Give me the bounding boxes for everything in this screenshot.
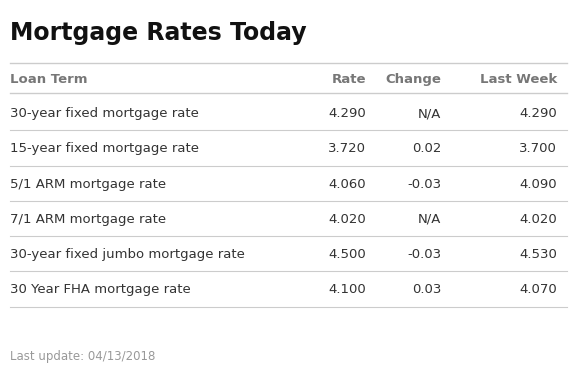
Text: 4.290: 4.290 [329,107,366,120]
Text: 4.530: 4.530 [519,248,557,261]
Text: 0.03: 0.03 [412,283,441,296]
Text: 4.070: 4.070 [519,283,557,296]
Text: 4.500: 4.500 [329,248,366,261]
Text: N/A: N/A [418,107,441,120]
Text: 4.020: 4.020 [519,213,557,226]
Text: Last update: 04/13/2018: Last update: 04/13/2018 [10,350,156,363]
Text: 7/1 ARM mortgage rate: 7/1 ARM mortgage rate [10,213,167,226]
Text: -0.03: -0.03 [407,248,441,261]
Text: Loan Term: Loan Term [10,73,88,86]
Text: Rate: Rate [332,73,366,86]
Text: 3.700: 3.700 [519,143,557,155]
Text: 30-year fixed jumbo mortgage rate: 30-year fixed jumbo mortgage rate [10,248,245,261]
Text: 4.090: 4.090 [519,178,557,191]
Text: 4.100: 4.100 [329,283,366,296]
Text: 5/1 ARM mortgage rate: 5/1 ARM mortgage rate [10,178,167,191]
Text: 4.060: 4.060 [329,178,366,191]
Text: 30 Year FHA mortgage rate: 30 Year FHA mortgage rate [10,283,191,296]
Text: Mortgage Rates Today: Mortgage Rates Today [10,21,307,45]
Text: Change: Change [385,73,441,86]
Text: 30-year fixed mortgage rate: 30-year fixed mortgage rate [10,107,199,120]
Text: Last Week: Last Week [479,73,557,86]
Text: N/A: N/A [418,213,441,226]
Text: -0.03: -0.03 [407,178,441,191]
Text: 4.290: 4.290 [519,107,557,120]
Text: 4.020: 4.020 [329,213,366,226]
Text: 0.02: 0.02 [412,143,441,155]
Text: 3.720: 3.720 [328,143,366,155]
Text: 15-year fixed mortgage rate: 15-year fixed mortgage rate [10,143,200,155]
